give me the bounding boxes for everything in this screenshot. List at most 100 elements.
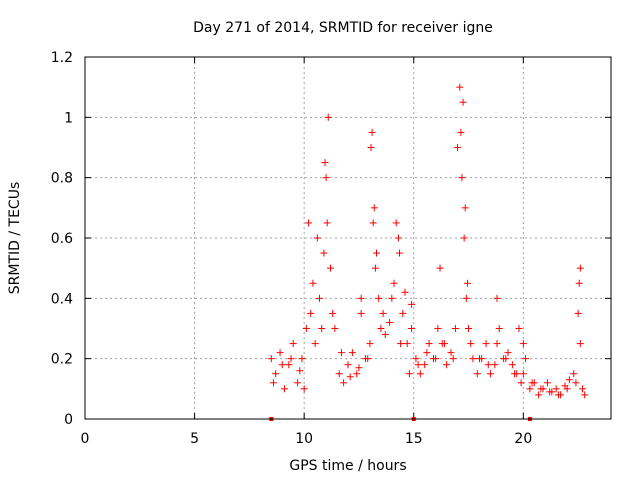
y-tick-label: 0.4 [51, 291, 73, 307]
data-point [493, 340, 501, 348]
data-point [436, 264, 444, 272]
data-point [285, 361, 293, 369]
data-point [412, 355, 420, 363]
data-point [313, 234, 321, 242]
data-point [381, 331, 389, 339]
data-point [357, 294, 365, 302]
data-point [508, 361, 516, 369]
data-point [392, 219, 400, 227]
data-point [324, 113, 332, 121]
data-point [353, 370, 361, 378]
data-point [318, 325, 326, 332]
data-point [296, 367, 304, 375]
data-point [462, 294, 470, 302]
data-point [517, 379, 525, 387]
data-point [465, 325, 473, 332]
data-point [565, 376, 573, 384]
data-point [346, 373, 354, 381]
x-axis-title: GPS time / hours [289, 458, 406, 474]
data-point [454, 144, 462, 151]
data-point [491, 361, 499, 369]
data-point [357, 309, 365, 317]
y-tick-label: 0.8 [51, 171, 73, 187]
data-point [298, 355, 306, 363]
data-point [459, 98, 467, 106]
data-point [461, 204, 469, 212]
data-point [276, 349, 284, 357]
chart-title: Day 271 of 2014, SRMTID for receiver ign… [193, 20, 493, 36]
data-point [432, 355, 440, 363]
data-point [502, 355, 510, 363]
data-point [581, 391, 589, 399]
data-point [323, 219, 331, 227]
data-point [331, 325, 339, 332]
data-point [495, 325, 503, 332]
data-point [335, 370, 343, 378]
data-point [504, 349, 512, 357]
data-point [574, 309, 582, 317]
data-point [425, 340, 433, 348]
axis-ticks: 0 5 10 15 20 0 0.2 0.4 0.6 0.8 1 1.2 [51, 50, 611, 447]
data-point [482, 340, 490, 348]
data-point [367, 144, 375, 151]
data-point [370, 204, 378, 212]
data-point [575, 279, 583, 287]
data-point [476, 355, 483, 363]
data-point [519, 340, 527, 348]
data-point [570, 370, 578, 378]
data-point [467, 340, 475, 348]
data-point [305, 219, 313, 227]
data-point [421, 361, 429, 369]
data-point [287, 355, 295, 363]
x-tick-label: 10 [295, 431, 313, 447]
data-point [371, 264, 379, 272]
data-point [348, 349, 356, 357]
data-point [403, 340, 411, 348]
data-point [543, 379, 551, 387]
data-point [449, 355, 457, 363]
x-tick-label: 0 [81, 431, 90, 447]
data-point [267, 355, 275, 363]
data-point [447, 349, 455, 357]
y-tick-label: 0 [64, 412, 73, 428]
y-tick-label: 0.6 [51, 231, 73, 247]
data-point [321, 159, 329, 167]
data-point [390, 279, 398, 287]
data-point [337, 349, 345, 357]
data-point [302, 325, 310, 332]
data-point [522, 355, 530, 363]
data-point [408, 325, 416, 332]
data-point [386, 318, 394, 326]
data-point [294, 379, 302, 387]
data-point [340, 379, 348, 387]
data-point [519, 370, 527, 378]
y-axis-title: SRMTID / TECUs [7, 182, 23, 295]
data-point [364, 355, 372, 363]
y-tick-label: 1.2 [51, 50, 73, 66]
data-point [554, 391, 562, 399]
data-point [576, 264, 584, 272]
data-point [269, 379, 277, 387]
x-tick-label: 5 [190, 431, 199, 447]
data-point [546, 388, 554, 396]
data-point [405, 370, 413, 378]
data-point [457, 128, 465, 136]
data-point [572, 379, 580, 387]
data-point [322, 174, 330, 182]
data-point [311, 340, 319, 348]
data-point [320, 249, 328, 257]
data-point [423, 349, 431, 357]
data-point [329, 309, 337, 317]
data-point [552, 385, 560, 393]
data-point [344, 361, 352, 369]
data-point [401, 288, 409, 296]
data-point [484, 361, 492, 369]
plot-frame [84, 56, 612, 420]
data-point [526, 385, 534, 393]
data-point [473, 370, 481, 378]
x-tick-label: 15 [405, 431, 423, 447]
data-point [416, 370, 424, 378]
data-point [463, 279, 471, 287]
data-point [377, 325, 385, 332]
